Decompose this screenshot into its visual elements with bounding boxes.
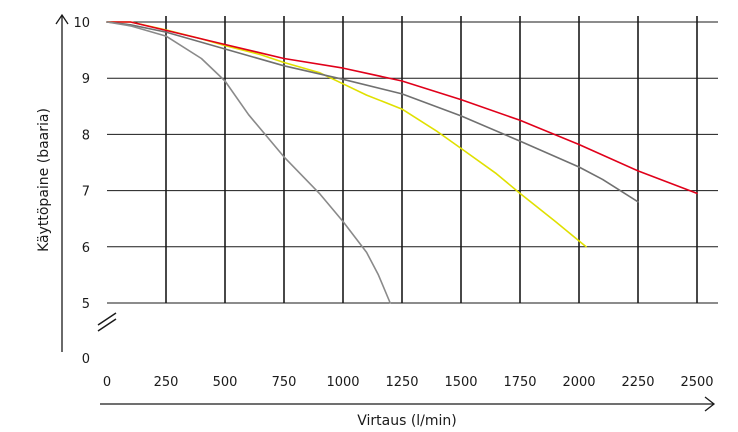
x-tick-label: 2500 [680, 375, 713, 390]
series-line-4 [106, 21, 392, 304]
y-axis-title: Käyttöpaine (baaria) [36, 108, 52, 252]
x-tick-label: 250 [154, 375, 179, 390]
x-tick-label: 2000 [562, 375, 595, 390]
x-tick-label: 0 [103, 375, 111, 390]
y-tick-label: 10 [73, 16, 90, 31]
x-tick-label: 500 [213, 375, 238, 390]
x-axis-arrowhead [704, 396, 716, 412]
x-tick-label: 2250 [621, 375, 654, 390]
series-line-2 [106, 21, 698, 195]
axes [55, 13, 716, 412]
axis-break-slash [97, 318, 117, 332]
x-tick-label: 1000 [326, 375, 359, 390]
x-tick-label: 750 [272, 375, 297, 390]
axis-break-slash [97, 312, 117, 326]
y-tick-label: 7 [82, 185, 90, 200]
y-tick-label: 8 [82, 128, 90, 143]
y-tick-label: 6 [82, 241, 90, 256]
x-tick-label: 1250 [385, 375, 418, 390]
horizontal-gridlines [107, 21, 718, 304]
x-axis-title: Virtaus (l/min) [357, 413, 457, 429]
y-tick-label: 0 [82, 352, 90, 367]
vertical-gridlines [165, 16, 698, 303]
x-tick-label: 1500 [444, 375, 477, 390]
series-lines [106, 21, 698, 304]
x-tick-label: 1750 [503, 375, 536, 390]
y-tick-labels: 0 5 6 7 8 9 10 [73, 16, 90, 367]
series-line-3 [106, 21, 639, 203]
x-tick-labels: 0 250 500 750 1000 1250 1500 1750 2000 2250 2500 [103, 375, 714, 390]
y-tick-label: 9 [82, 72, 90, 87]
y-axis-break-marker [97, 312, 117, 332]
y-tick-label: 5 [82, 297, 90, 312]
y-axis-arrowhead [55, 13, 69, 25]
